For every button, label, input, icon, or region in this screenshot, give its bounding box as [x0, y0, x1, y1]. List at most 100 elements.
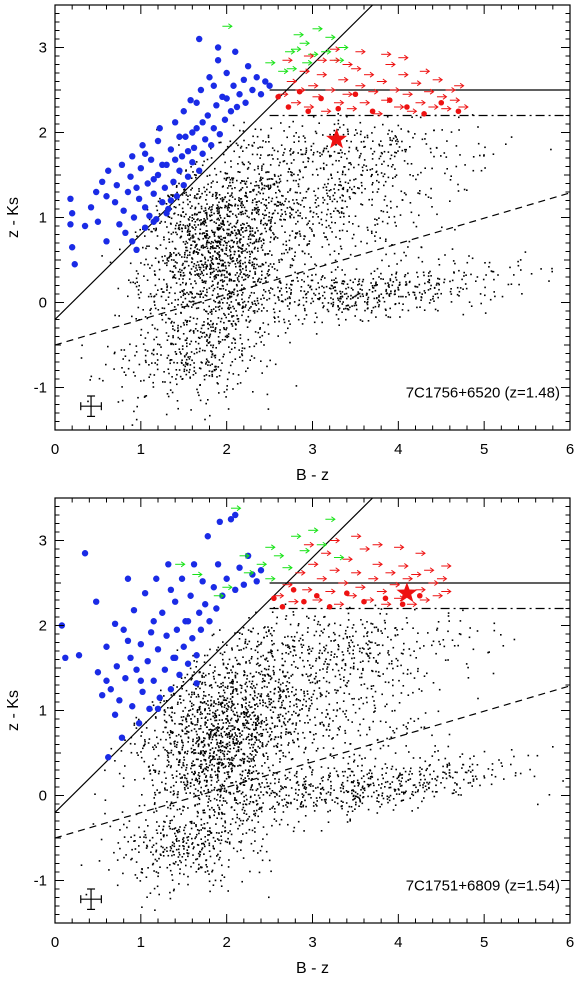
field-point	[505, 143, 507, 145]
field-point	[243, 760, 245, 763]
field-point	[218, 342, 220, 345]
field-point	[202, 237, 204, 240]
sbzk-point	[105, 167, 112, 174]
field-point	[134, 231, 137, 233]
field-point	[427, 196, 430, 198]
field-point	[170, 743, 172, 745]
field-point	[330, 292, 333, 295]
field-point	[386, 292, 388, 295]
sbzk-point	[216, 131, 223, 138]
field-point	[193, 174, 196, 176]
field-point	[398, 295, 400, 298]
field-point	[175, 746, 178, 748]
field-point	[214, 327, 217, 329]
field-point	[239, 764, 242, 767]
field-point	[209, 256, 212, 258]
field-point	[294, 255, 296, 257]
field-point	[375, 316, 377, 318]
field-point	[171, 719, 173, 721]
field-point	[323, 291, 326, 294]
field-point	[151, 324, 154, 326]
field-point	[274, 363, 277, 366]
field-point	[249, 233, 252, 235]
field-point	[218, 719, 221, 721]
field-point	[298, 136, 300, 138]
field-point	[238, 240, 241, 242]
field-point	[396, 263, 398, 265]
field-point	[303, 751, 305, 754]
field-point	[274, 736, 277, 738]
field-point	[375, 282, 377, 285]
field-point	[272, 183, 275, 186]
field-point	[209, 335, 211, 337]
axis-ticks	[54, 4, 571, 431]
field-point	[311, 274, 313, 276]
field-point	[194, 241, 196, 243]
field-point	[172, 335, 174, 337]
field-point	[196, 721, 199, 723]
field-point	[366, 226, 369, 229]
field-point	[175, 231, 177, 234]
field-point	[341, 659, 344, 662]
field-point	[347, 182, 350, 184]
field-point	[312, 693, 315, 696]
field-point	[392, 177, 394, 179]
field-point	[361, 293, 364, 295]
field-point	[165, 314, 167, 316]
field-point	[314, 194, 317, 197]
field-point	[198, 855, 201, 858]
field-point	[193, 196, 196, 199]
field-point	[351, 305, 353, 307]
field-point	[388, 265, 390, 267]
sbzk-point	[204, 112, 211, 119]
field-point	[357, 163, 360, 166]
field-point	[193, 764, 195, 767]
field-point	[168, 752, 170, 754]
field-point	[222, 285, 224, 287]
field-point	[273, 173, 276, 176]
field-point	[219, 288, 221, 290]
field-point	[128, 279, 130, 281]
field-point	[430, 284, 432, 287]
field-point	[216, 297, 218, 299]
field-point	[205, 243, 208, 245]
field-point	[173, 815, 175, 818]
pbzk-point	[296, 88, 303, 95]
field-point	[217, 317, 220, 319]
field-point	[332, 305, 334, 308]
field-point	[205, 702, 208, 705]
field-point	[217, 812, 220, 814]
field-point	[366, 701, 368, 704]
field-point	[165, 413, 168, 416]
field-point	[385, 314, 387, 317]
field-point	[364, 136, 366, 139]
field-point	[253, 743, 255, 746]
field-point	[210, 696, 213, 698]
field-point	[157, 742, 159, 745]
field-point	[261, 745, 263, 747]
field-point	[223, 758, 226, 760]
field-point	[249, 262, 251, 264]
field-point	[354, 278, 356, 280]
field-point	[229, 776, 231, 778]
field-point	[401, 149, 404, 152]
field-point	[367, 660, 370, 663]
field-point	[213, 235, 216, 237]
field-point	[332, 668, 334, 671]
field-point	[187, 234, 189, 236]
field-point	[233, 229, 236, 232]
field-point	[246, 243, 249, 245]
field-point	[248, 769, 250, 771]
field-point	[241, 350, 243, 352]
field-point	[289, 216, 292, 219]
field-point	[218, 262, 220, 265]
field-point	[239, 802, 241, 804]
field-point	[310, 256, 312, 258]
field-point	[212, 752, 215, 754]
field-point	[288, 287, 291, 289]
field-point	[98, 377, 101, 380]
field-point	[177, 227, 180, 230]
field-point	[258, 308, 260, 310]
field-point	[230, 725, 232, 727]
field-point	[194, 206, 197, 209]
